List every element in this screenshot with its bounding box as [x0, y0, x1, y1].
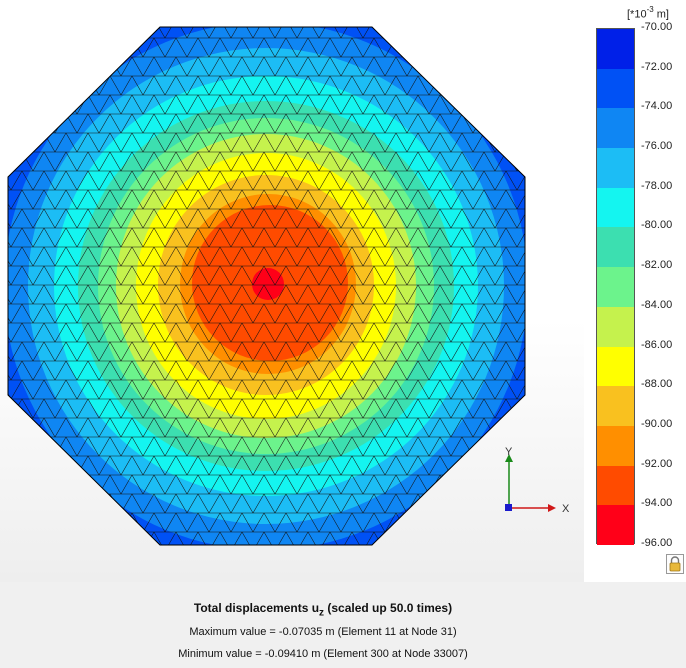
- legend-tick-label: -88.00: [641, 378, 673, 391]
- plate-outline: [7, 26, 526, 546]
- legend-tick-label: -94.00: [641, 497, 673, 510]
- legend-band: [597, 267, 634, 308]
- legend-band: [597, 187, 634, 228]
- legend-band: [597, 346, 634, 387]
- legend-tick-label: -80.00: [641, 219, 673, 232]
- legend-band: [597, 227, 634, 268]
- contour-bands: [8, 27, 525, 545]
- y-axis-label: Y: [505, 446, 513, 458]
- legend-tick-label: -70.00: [641, 21, 673, 33]
- x-axis-label: X: [562, 503, 570, 515]
- legend-tick-label: -96.00: [641, 537, 673, 549]
- legend-tick-label: -72.00: [641, 60, 673, 73]
- color-legend-bar: [596, 28, 635, 546]
- maximum-value-text: Maximum value = -0.07035 m (Element 11 a…: [189, 626, 457, 638]
- legend-band: [597, 108, 634, 149]
- legend-tick-label: -82.00: [641, 259, 673, 272]
- legend-band: [597, 29, 634, 70]
- legend-band: [597, 425, 634, 467]
- legend-unit-label: [*10-3 m]: [627, 5, 669, 21]
- fe-mesh: [8, 27, 525, 545]
- legend-tick-label: -90.00: [641, 417, 673, 430]
- legend-tick-label: -74.00: [641, 100, 673, 113]
- legend-tick-label: -84.00: [641, 298, 673, 311]
- minimum-value-text: Minimum value = -0.09410 m (Element 300 …: [178, 648, 468, 660]
- displacement-contour-plot: Y X: [7, 26, 570, 546]
- legend-tick-label: -86.00: [641, 338, 673, 351]
- legend-band: [597, 465, 634, 506]
- results-viewport[interactable]: Y X: [0, 0, 584, 582]
- legend-tick-label: -76.00: [641, 140, 673, 153]
- result-info-panel: Total displacements uz (scaled up 50.0 t…: [0, 582, 686, 668]
- legend-band: [597, 386, 634, 427]
- legend-band: [597, 306, 634, 348]
- legend-band: [597, 68, 634, 109]
- legend-tick-label: -78.00: [641, 179, 673, 192]
- legend-tick-label: -92.00: [641, 457, 673, 470]
- lock-icon[interactable]: [666, 554, 684, 574]
- coordinate-triad: Y X: [505, 446, 570, 515]
- result-title: Total displacements uz (scaled up 50.0 t…: [193, 601, 453, 619]
- legend-band: [597, 505, 634, 546]
- legend-band: [597, 148, 634, 189]
